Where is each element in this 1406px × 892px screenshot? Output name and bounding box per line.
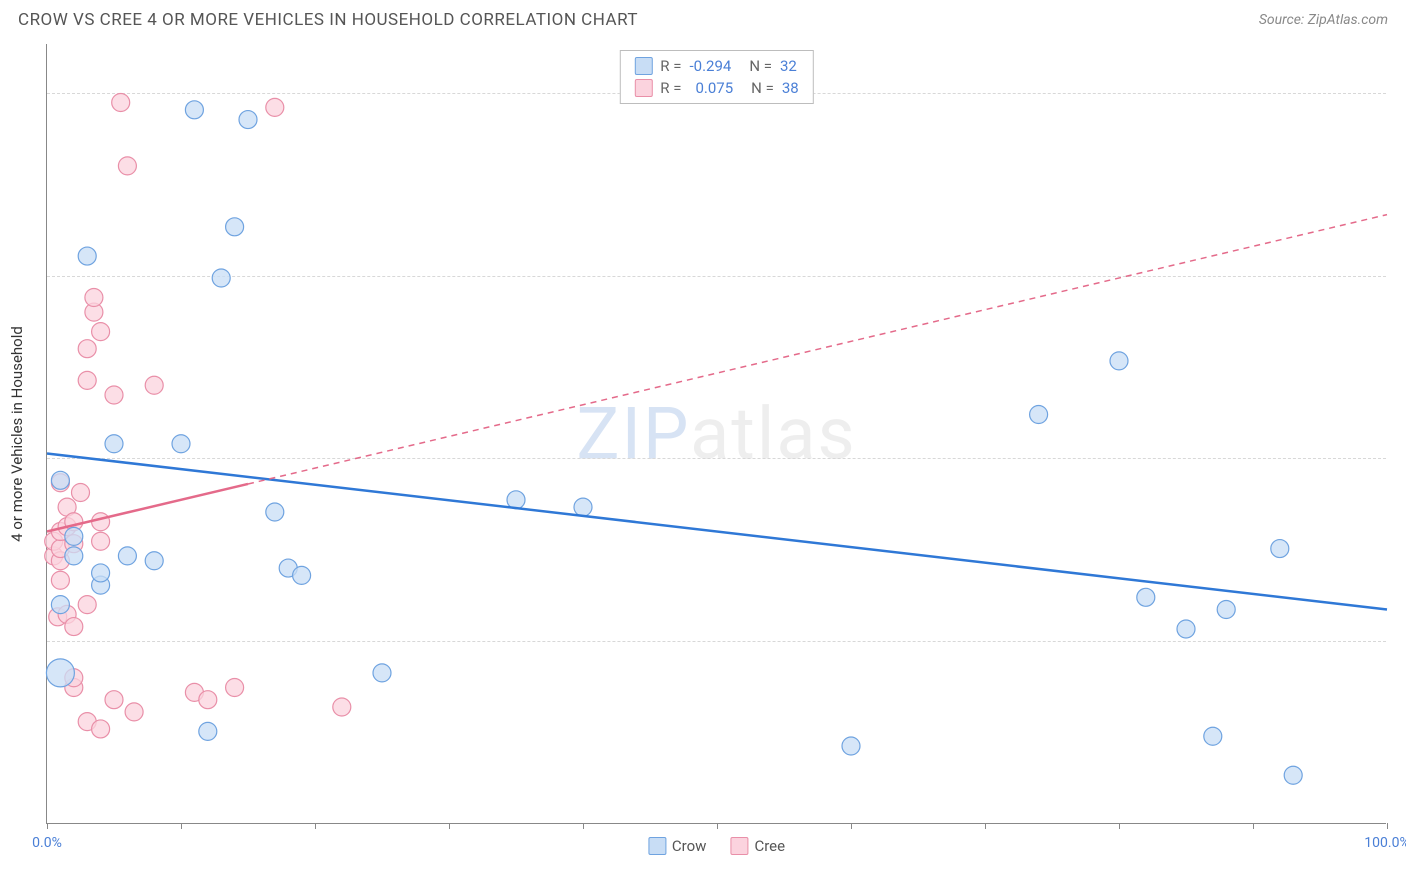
legend-row-cree: R = 0.075 N = 38 <box>634 77 798 99</box>
scatter-plot-svg <box>47 44 1386 823</box>
chart-plot-area: 4 or more Vehicles in Household ZIPatlas… <box>46 44 1386 824</box>
legend-r-value-cree: 0.075 <box>695 79 733 97</box>
legend-r-value-crow: -0.294 <box>689 57 731 75</box>
legend-n-label: N = <box>751 79 774 97</box>
legend-item-crow: Crow <box>648 837 707 855</box>
legend-label-crow: Crow <box>672 837 707 855</box>
legend-n-value-crow: 32 <box>780 57 797 75</box>
legend-item-cree: Cree <box>730 837 785 855</box>
legend-swatch-cree <box>634 79 652 97</box>
legend-label-cree: Cree <box>754 837 785 855</box>
legend-swatch-cree <box>730 837 748 855</box>
correlation-legend: R = -0.294 N = 32 R = 0.075 N = 38 <box>619 50 813 104</box>
x-tick-label: 0.0% <box>32 835 62 851</box>
y-axis-title: 4 or more Vehicles in Household <box>8 326 26 542</box>
y-tick-label: 15.0% <box>1394 450 1406 466</box>
legend-r-label: R = <box>660 57 681 75</box>
y-tick-label: 7.5% <box>1394 633 1406 649</box>
y-tick-label: 22.5% <box>1394 268 1406 284</box>
series-legend: Crow Cree <box>648 837 785 855</box>
x-tick-label: 100.0% <box>1364 835 1406 851</box>
y-tick-label: 30.0% <box>1394 85 1406 101</box>
legend-swatch-crow <box>648 837 666 855</box>
source-label: Source: ZipAtlas.com <box>1259 12 1388 28</box>
legend-swatch-crow <box>634 57 652 75</box>
legend-n-value-cree: 38 <box>782 79 799 97</box>
legend-n-label: N = <box>749 57 772 75</box>
legend-row-crow: R = -0.294 N = 32 <box>634 55 798 77</box>
legend-r-label: R = <box>660 79 681 97</box>
chart-title: CROW VS CREE 4 OR MORE VEHICLES IN HOUSE… <box>18 10 638 30</box>
